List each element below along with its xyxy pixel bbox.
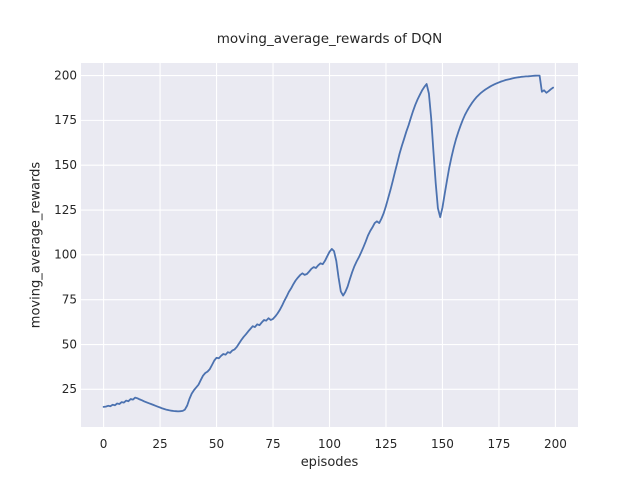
- x-tick-label: 50: [209, 437, 224, 451]
- y-tick-label: 200: [54, 68, 77, 82]
- x-tick-label: 200: [544, 437, 567, 451]
- x-tick-label: 25: [152, 437, 167, 451]
- x-tick-label: 150: [431, 437, 454, 451]
- chart-title: moving_average_rewards of DQN: [216, 31, 443, 47]
- series-line: [102, 74, 554, 413]
- y-tick-label: 25: [62, 382, 77, 396]
- y-tick-label: 175: [54, 113, 77, 127]
- x-tick-label: 100: [318, 437, 341, 451]
- y-tick-label: 50: [62, 337, 77, 351]
- x-axis-label: episodes: [300, 455, 359, 470]
- x-tick-label: 0: [100, 437, 108, 451]
- x-tick-label: 125: [375, 437, 398, 451]
- x-tick-label: 175: [487, 437, 510, 451]
- y-axis-label: moving_average_rewards: [28, 161, 44, 329]
- y-tick-label: 125: [54, 203, 77, 217]
- y-tick-label: 100: [54, 248, 77, 262]
- y-tick-label: 75: [62, 293, 77, 307]
- y-tick-label: 150: [54, 158, 77, 172]
- x-tick-label: 75: [265, 437, 280, 451]
